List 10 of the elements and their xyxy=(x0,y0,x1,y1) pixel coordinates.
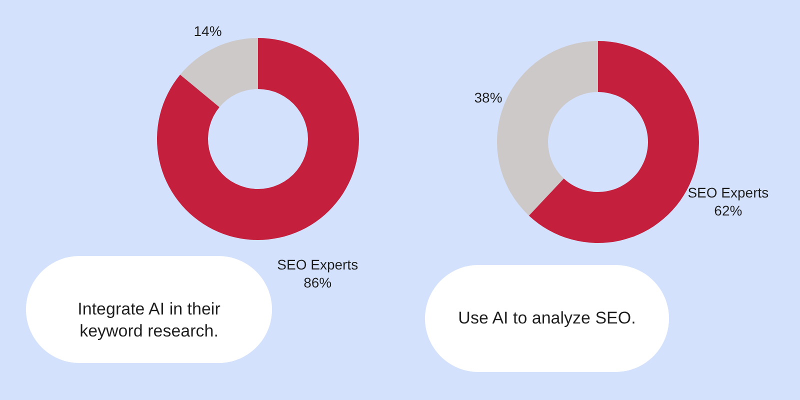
slice-label: SEO Experts xyxy=(688,184,769,201)
slice-label: SEO Experts xyxy=(277,256,358,273)
data-label: 38% xyxy=(474,90,502,106)
donut-slice xyxy=(157,38,359,240)
donut-slice xyxy=(180,38,258,108)
data-label: 86% xyxy=(304,274,332,291)
text: Use AI to analyze SEO. xyxy=(458,308,636,328)
data-label: 62% xyxy=(714,202,742,219)
text: Integrate AI in their keyword research. xyxy=(78,300,221,340)
data-label: 14% xyxy=(194,23,222,40)
